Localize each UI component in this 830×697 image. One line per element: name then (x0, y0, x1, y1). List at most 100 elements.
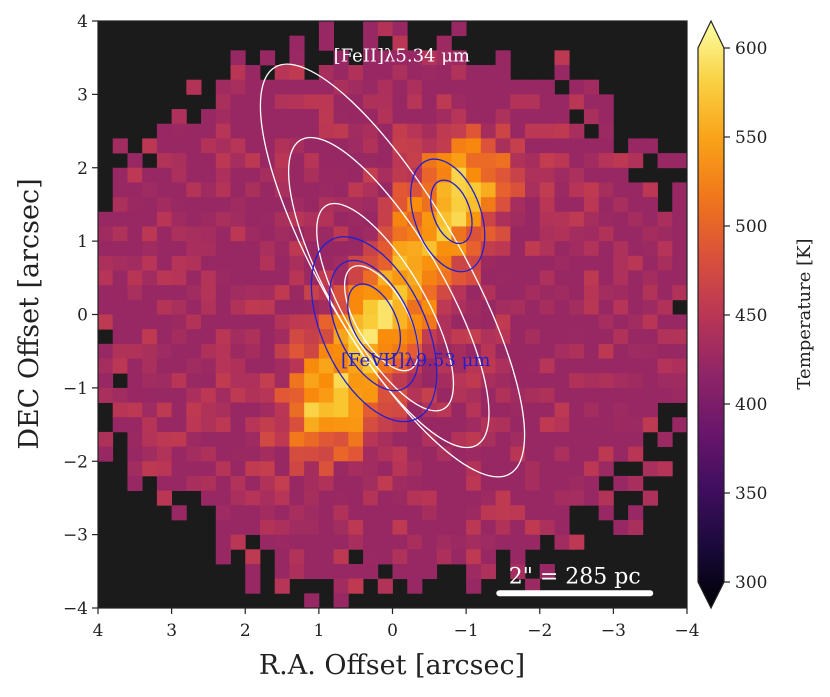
heatmap-cell (539, 299, 555, 315)
heatmap-cell (613, 211, 629, 227)
heatmap-cell (480, 329, 496, 345)
heatmap-cell (230, 299, 246, 315)
heatmap-cell (333, 461, 349, 477)
heatmap-cell (510, 167, 526, 183)
heatmap-cell (245, 138, 261, 154)
contour-line (343, 265, 420, 372)
heatmap-cell (628, 505, 644, 521)
heatmap-cell (407, 387, 423, 403)
heatmap-cell (598, 138, 614, 154)
colorbar (697, 19, 725, 610)
heatmap-cell (525, 343, 541, 359)
heatmap-cell (525, 182, 541, 198)
heatmap-cell (186, 226, 202, 242)
heatmap-cell (112, 417, 128, 433)
heatmap-cell (642, 329, 658, 345)
heatmap-cell (436, 417, 452, 433)
heatmap-cell (98, 343, 114, 359)
heatmap-cell (363, 197, 379, 213)
heatmap-cell (274, 549, 290, 565)
heatmap-cell (230, 241, 246, 257)
heatmap-cell (127, 314, 143, 330)
heatmap-cell (466, 94, 482, 110)
heatmap-cell (628, 182, 644, 198)
heatmap-cell (436, 314, 452, 330)
heatmap-cell (510, 373, 526, 389)
heatmap-cell (392, 373, 408, 389)
heatmap-cell (554, 329, 570, 345)
heatmap-cell (289, 314, 305, 330)
heatmap-cell (259, 153, 276, 169)
heatmap-cell (363, 549, 379, 565)
heatmap-cell (304, 329, 320, 345)
heatmap-cell (289, 270, 305, 286)
heatmap-cell (480, 519, 496, 536)
heatmap-cell (421, 299, 438, 315)
heatmap-cell (495, 226, 511, 242)
heatmap-cell (613, 241, 629, 257)
heatmap-cell (421, 373, 438, 389)
heatmap-cell (377, 255, 393, 271)
heatmap-cell (230, 79, 246, 95)
heatmap-cell (466, 65, 482, 81)
heatmap-cell (421, 94, 438, 110)
heatmap-cell (613, 314, 629, 330)
heatmap-cell (318, 35, 335, 51)
heatmap-cell (156, 329, 173, 345)
heatmap-cell (657, 373, 673, 389)
heatmap-cell (363, 211, 379, 227)
colorbar-tick-label: 350 (735, 484, 767, 504)
heatmap-cell (451, 534, 467, 550)
heatmap-cell (289, 153, 305, 169)
heatmap-cell (98, 255, 114, 271)
heatmap-cell (377, 123, 393, 139)
heatmap-cell (363, 50, 379, 66)
heatmap-cell (259, 475, 276, 492)
heatmap-cell (289, 255, 305, 271)
heatmap-cell (333, 255, 349, 271)
heatmap-cell (171, 505, 187, 521)
heatmap-cell (171, 446, 187, 462)
heatmap-cell (628, 431, 644, 447)
heatmap-cell (613, 358, 629, 374)
heatmap-cell (480, 534, 496, 550)
heatmap-cell (333, 519, 349, 536)
heatmap-cell (569, 417, 585, 433)
heatmap-cell (142, 138, 158, 154)
heatmap-cell (554, 65, 570, 81)
heatmap-cell (289, 402, 305, 418)
heatmap-cell (215, 387, 231, 403)
heatmap-cell (421, 270, 438, 286)
heatmap-cell (112, 358, 128, 374)
heatmap-cell (510, 197, 526, 213)
heatmap-cell (495, 79, 511, 95)
heatmap-cell (171, 431, 187, 447)
heatmap-cell (392, 226, 408, 242)
heatmap-cell (259, 94, 276, 110)
heatmap-cell (171, 299, 187, 315)
heatmap-cell (348, 343, 364, 359)
heatmap-cell (407, 123, 423, 139)
heatmap-cell (436, 79, 452, 95)
heatmap-cell (628, 314, 644, 330)
heatmap-cell (495, 505, 511, 521)
heatmap-cell (598, 387, 614, 403)
x-axis-label: R.A. Offset [arcsec] (259, 650, 525, 681)
heatmap-cell (598, 402, 614, 418)
heatmap-cell (363, 490, 379, 506)
heatmap-cell (289, 490, 305, 506)
heatmap-cell (466, 475, 482, 492)
x-tick-label: 1 (313, 621, 324, 641)
heatmap-cell (259, 490, 276, 506)
heatmap-cell (569, 270, 585, 286)
heatmap-cell (201, 211, 217, 227)
heatmap-cell (598, 505, 614, 521)
colorbar-tick-label: 400 (735, 395, 767, 415)
heatmap-cell (613, 446, 629, 462)
heatmap-cell (480, 79, 496, 95)
heatmap-cell (598, 255, 614, 271)
heatmap-cell (127, 285, 143, 301)
heatmap-cell (333, 505, 349, 521)
x-tick-label: 3 (166, 621, 177, 641)
heatmap-cell (259, 270, 276, 286)
